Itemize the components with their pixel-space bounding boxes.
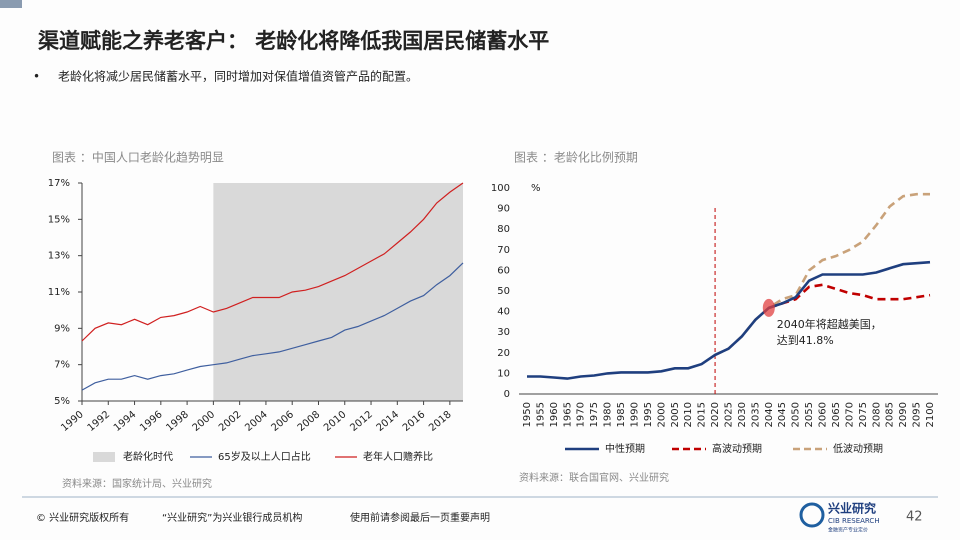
- slide-title: 渠道赋能之养老客户： 老龄化将降低我国居民储蓄水平: [38, 29, 549, 53]
- y-tick-label: 10: [497, 368, 510, 379]
- footer-copyright: © 兴业研究版权所有: [36, 511, 129, 524]
- corner-mark: [0, 0, 22, 8]
- legend-label: 低波动预期: [833, 442, 883, 455]
- y-tick-label: 80: [497, 224, 510, 235]
- x-tick-label: 2085: [885, 402, 896, 427]
- logo-en: CIB RESEARCH: [828, 517, 880, 525]
- annotation-text: 达到41.8%: [777, 334, 834, 347]
- x-tick-label: 2065: [831, 402, 842, 427]
- y-tick-label: 60: [497, 265, 510, 276]
- x-tick-label: 2080: [871, 402, 882, 427]
- x-tick-label: 1975: [589, 402, 600, 427]
- x-tick-label: 2000: [656, 402, 667, 427]
- shade-region: [213, 183, 463, 401]
- x-tick-label: 2075: [858, 402, 869, 427]
- chart-source: 资料来源：联合国官网、兴业研究: [519, 471, 669, 484]
- x-tick-label: 2090: [898, 402, 909, 427]
- y-tick-label: 15%: [48, 214, 70, 225]
- logo-cn: 兴业研究: [828, 501, 876, 516]
- series-line: [527, 260, 931, 380]
- series-line: [81, 182, 464, 342]
- legend-label: 高波动预期: [712, 442, 762, 455]
- y-tick-label: 17%: [48, 178, 70, 189]
- bullet-text: 老龄化将减少居民储蓄水平，同时增加对保值增值资管产品的配置。: [58, 69, 418, 84]
- y-tick-label: 50: [497, 286, 510, 297]
- bullet-dot: •: [33, 70, 40, 84]
- y-axis-label: %: [531, 183, 541, 194]
- x-tick-label: 2095: [912, 402, 923, 427]
- y-tick-label: 13%: [48, 251, 70, 262]
- series-line: [714, 192, 930, 357]
- x-tick-label: 2100: [925, 402, 936, 427]
- y-tick-label: 30: [497, 327, 510, 338]
- y-tick-label: 11%: [48, 287, 70, 298]
- x-tick-label: 1970: [576, 402, 587, 427]
- legend-label: 中性预期: [605, 442, 645, 455]
- footer-member: “兴业研究”为兴业银行成员机构: [162, 511, 302, 524]
- y-tick-label: 70: [497, 245, 510, 256]
- y-tick-label: 5%: [54, 396, 70, 407]
- annotation-text: 2040年将超越美国，: [777, 317, 882, 331]
- series-line: [768, 283, 931, 310]
- x-tick-label: 2010: [683, 402, 694, 427]
- x-tick-label: 1950: [522, 402, 533, 427]
- x-tick-label: 1985: [616, 402, 627, 427]
- x-tick-label: 2040: [764, 402, 775, 427]
- x-tick-label: 2030: [737, 402, 748, 427]
- chart-source: 资料来源：国家统计局、兴业研究: [62, 477, 212, 490]
- x-tick-label: 1995: [643, 402, 654, 427]
- y-tick-label: 7%: [54, 360, 70, 371]
- x-tick-label: 2005: [670, 402, 681, 427]
- legend-swatch: [93, 452, 115, 462]
- chart-title: 图表 ：老龄化比例预期: [514, 151, 638, 165]
- x-tick-label: 1990: [629, 402, 640, 427]
- x-tick-label: 2055: [804, 402, 815, 427]
- legend-label: 老年人口赡养比: [363, 450, 433, 463]
- x-tick-label: 2045: [777, 402, 788, 427]
- legend-label: 老龄化时代: [123, 450, 173, 463]
- series-line: [81, 262, 464, 391]
- y-tick-label: 90: [497, 204, 510, 215]
- x-tick-label: 1960: [549, 402, 560, 427]
- chart-title: 图表 ：中国人口老龄化趋势明显: [52, 150, 224, 165]
- x-tick-label: 2035: [750, 402, 761, 427]
- logo-icon: [799, 502, 825, 528]
- x-tick-label: 2070: [844, 402, 855, 427]
- page-number: 42: [906, 510, 923, 525]
- x-tick-label: 1980: [603, 402, 614, 427]
- x-tick-label: 1965: [562, 402, 573, 427]
- x-tick-label: 2025: [724, 402, 735, 427]
- x-tick-label: 2015: [697, 402, 708, 427]
- x-tick-label: 1955: [535, 402, 546, 427]
- annotation-marker: [762, 298, 775, 317]
- x-tick-label: 2020: [710, 402, 721, 427]
- footer-notice: 使用前请参阅最后一页重要声明: [350, 511, 490, 524]
- y-tick-label: 100: [491, 183, 510, 194]
- x-tick-label: 2060: [818, 402, 829, 427]
- logo-sub: 金融资产专业定价: [828, 527, 868, 534]
- y-tick-label: 0: [504, 389, 510, 400]
- y-tick-label: 20: [497, 348, 510, 359]
- legend-label: 65岁及以上人口占比: [218, 450, 311, 463]
- x-tick-label: 2050: [791, 402, 802, 427]
- y-tick-label: 9%: [54, 323, 70, 334]
- y-tick-label: 40: [497, 307, 510, 318]
